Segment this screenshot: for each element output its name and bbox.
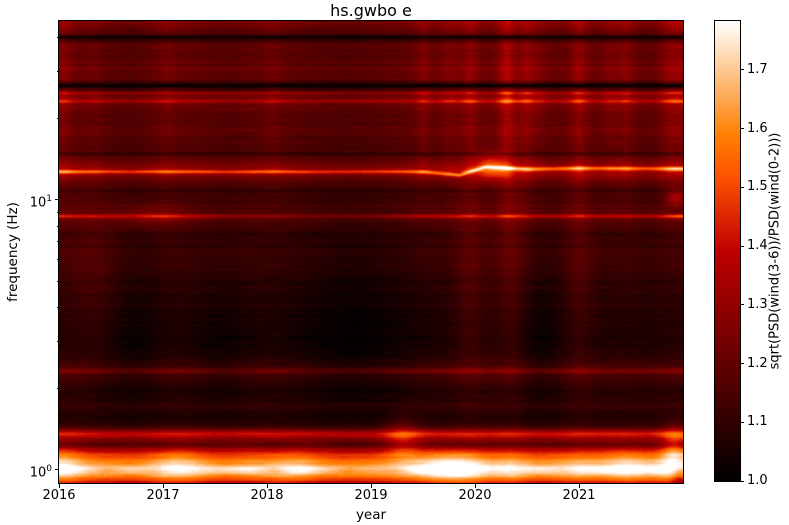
x-tick <box>370 483 372 488</box>
y-tick-major <box>54 469 59 471</box>
colorbar-tick <box>740 480 744 482</box>
y-axis-label: frequency (Hz) <box>5 202 21 302</box>
x-tick-label: 2016 <box>42 488 76 503</box>
colorbar-tick <box>740 245 744 247</box>
x-tick-label: 2017 <box>146 488 180 503</box>
plot-title: hs.gwbo e <box>330 1 412 20</box>
colorbar-tick <box>740 421 744 423</box>
x-tick-label: 2020 <box>458 488 492 503</box>
colorbar-tick-label: 1.1 <box>747 414 768 430</box>
colorbar-tick-label: 1.4 <box>747 238 768 253</box>
y-tick-label: 101 <box>29 193 52 211</box>
colorbar-tick-label: 1.6 <box>747 120 768 136</box>
x-tick <box>58 483 60 488</box>
x-axis-label: year <box>355 507 387 523</box>
x-tick <box>578 483 580 488</box>
colorbar-tick-label: 1.5 <box>747 179 768 195</box>
colorbar-tick <box>740 128 744 129</box>
colorbar-border <box>714 20 741 482</box>
y-tick-minor <box>56 340 59 342</box>
y-tick-minor <box>56 211 59 213</box>
colorbar-tick-label: 1.3 <box>747 296 768 312</box>
y-tick-minor <box>56 306 59 308</box>
y-tick-minor <box>56 36 59 38</box>
colorbar-tick <box>740 363 744 364</box>
x-tick-label: 2021 <box>562 488 596 503</box>
x-tick-label: 2019 <box>354 488 388 503</box>
y-tick-minor <box>56 259 59 261</box>
heatmap-canvas <box>59 21 683 483</box>
x-tick <box>162 483 164 488</box>
colorbar-tick-label: 1.0 <box>747 473 768 488</box>
x-tick <box>474 483 476 488</box>
colorbar-label: sqrt(PSD(wind(3-6))/PSD(wind(0-2))) <box>767 132 783 370</box>
y-tick-minor <box>56 225 59 227</box>
y-tick-minor <box>56 70 59 72</box>
y-tick-minor <box>56 388 59 390</box>
y-tick-minor <box>56 118 59 120</box>
colorbar-tick-label: 1.2 <box>747 355 768 371</box>
x-tick <box>266 483 268 488</box>
colorbar-tick <box>740 186 744 188</box>
colorbar-tick-label: 1.7 <box>747 61 768 77</box>
y-tick-label: 100 <box>29 463 52 481</box>
colorbar-tick <box>740 69 744 71</box>
y-tick-minor <box>56 241 59 243</box>
x-tick-label: 2018 <box>250 488 284 503</box>
colorbar-canvas <box>715 21 740 481</box>
colorbar-tick <box>740 304 744 306</box>
plot-border <box>58 20 684 484</box>
y-tick-minor <box>56 280 59 282</box>
y-tick-major <box>54 199 59 201</box>
